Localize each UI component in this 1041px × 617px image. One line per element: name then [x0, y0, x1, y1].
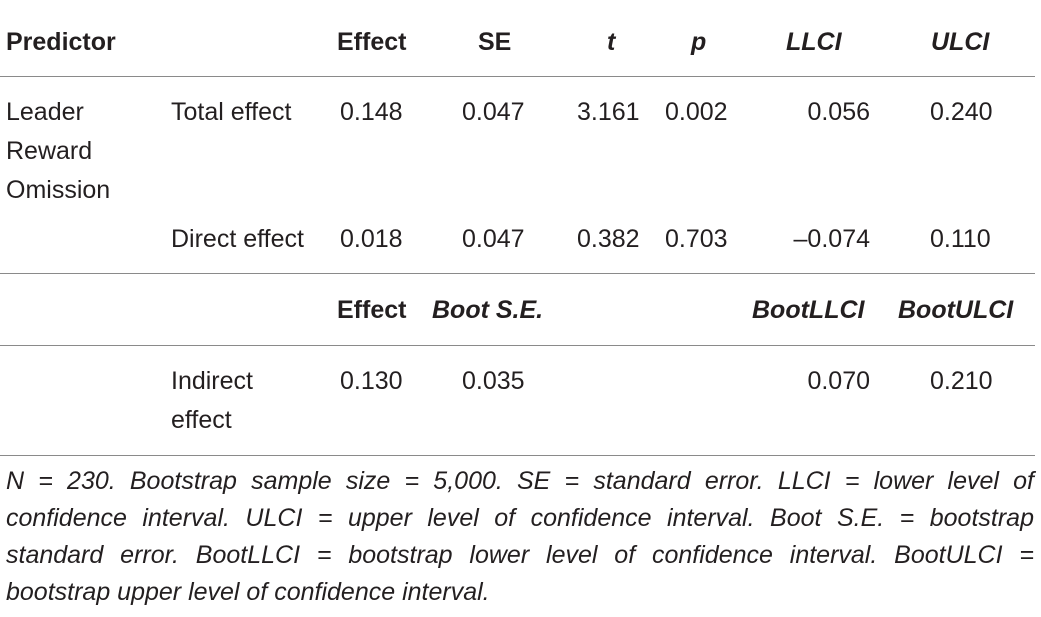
- subheader-effect: Effect: [337, 296, 407, 324]
- subheader-bottom-rule: [0, 345, 1035, 346]
- header-effect: Effect: [337, 28, 407, 56]
- header-llci: LLCI: [786, 28, 842, 56]
- row-direct-ulci: 0.110: [930, 225, 991, 253]
- row-total-t: 3.161: [577, 98, 640, 126]
- row-direct-label: Direct effect: [171, 225, 304, 253]
- subheader-top-rule: [0, 273, 1035, 274]
- table-footnote: N = 230. Bootstrap sample size = 5,000. …: [6, 467, 1034, 606]
- row-total-llci: 0.056: [807, 98, 870, 126]
- subheader-boot-llci: BootLLCI: [752, 296, 865, 324]
- row-total-p: 0.002: [665, 98, 728, 126]
- header-p: p: [691, 28, 707, 56]
- row-direct-t: 0.382: [577, 225, 640, 253]
- subheader-boot-ulci: BootULCI: [898, 296, 1014, 324]
- footer-rule: [0, 455, 1035, 456]
- row-indirect-boot-se: 0.035: [462, 367, 525, 395]
- row-indirect-boot-llci: 0.070: [807, 367, 870, 395]
- row-total-ulci: 0.240: [930, 98, 993, 126]
- header-predictor: Predictor: [6, 28, 116, 56]
- header-rule: [0, 76, 1035, 77]
- row-indirect-label: Indirect effect: [171, 367, 253, 434]
- row-total-se: 0.047: [462, 98, 525, 126]
- row-indirect-boot-ulci: 0.210: [930, 367, 993, 395]
- row-direct-se: 0.047: [462, 225, 525, 253]
- row-indirect-effect: 0.130: [340, 367, 403, 395]
- row-total-label: Total effect: [171, 98, 292, 126]
- row-direct-p: 0.703: [665, 225, 728, 253]
- row-total-effect: 0.148: [340, 98, 403, 126]
- header-t: t: [607, 28, 616, 56]
- predictor-label: Leader Reward Omission: [6, 98, 111, 204]
- header-se: SE: [478, 28, 512, 56]
- header-ulci: ULCI: [931, 28, 990, 56]
- subheader-boot-se: Boot S.E.: [432, 296, 544, 324]
- row-direct-effect: 0.018: [340, 225, 403, 253]
- row-direct-llci: –0.074: [793, 225, 870, 253]
